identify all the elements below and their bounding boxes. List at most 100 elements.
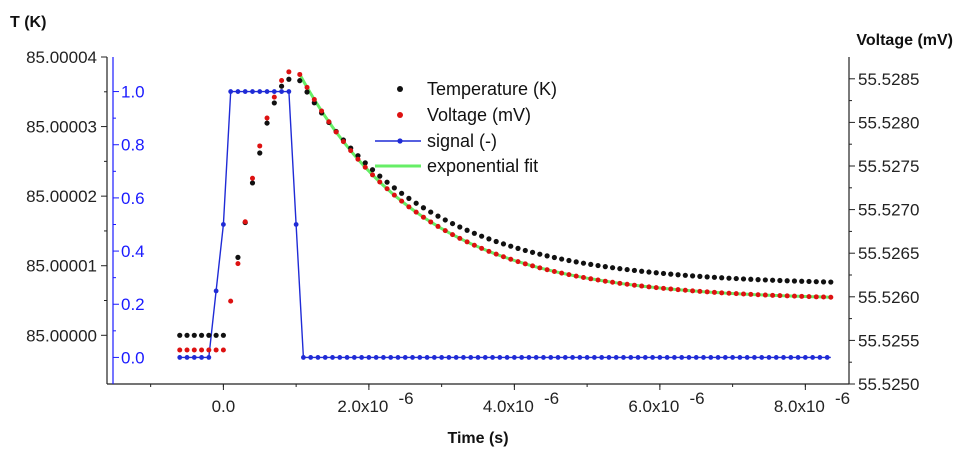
voltage-point bbox=[471, 242, 477, 248]
signal-point bbox=[286, 89, 292, 94]
temperature-point bbox=[726, 275, 732, 281]
temperature-point bbox=[820, 279, 827, 285]
signal-point bbox=[737, 355, 743, 360]
signal-point bbox=[388, 355, 394, 360]
voltage-point bbox=[464, 239, 470, 245]
y-axis-right-title: Voltage (mV) bbox=[856, 32, 953, 49]
temperature-point bbox=[762, 277, 768, 283]
y-right-tick-label: 55.5260 bbox=[858, 288, 919, 307]
temperature-point bbox=[384, 179, 390, 185]
signal-point bbox=[461, 355, 466, 360]
temperature-point bbox=[479, 233, 485, 239]
temperature-point bbox=[799, 278, 805, 284]
signal-point bbox=[446, 355, 452, 360]
y-axis-temperature: 85.00000 85.00001 85.00002 85.00003 85.00004 bbox=[26, 48, 107, 345]
x-axis: 0.0 2.0x10 -6 4.0x10 -6 6.0x10 -6 8.0x10 -6 bbox=[150, 384, 850, 416]
voltage-point bbox=[493, 251, 499, 257]
voltage-point bbox=[479, 245, 485, 251]
temperature-point bbox=[399, 190, 405, 196]
temperature-point bbox=[566, 257, 572, 264]
voltage-point bbox=[319, 108, 325, 114]
voltage-point bbox=[311, 97, 317, 103]
temperature-point bbox=[646, 269, 652, 275]
voltage-point bbox=[610, 279, 616, 285]
temperature-point bbox=[362, 160, 368, 166]
temperature-point bbox=[297, 78, 303, 84]
signal-point bbox=[402, 355, 408, 360]
y-right-tick-label: 55.5280 bbox=[858, 113, 919, 132]
temperature-point bbox=[515, 245, 521, 251]
temperature-point bbox=[639, 268, 645, 274]
y-left-tick-label: 85.00001 bbox=[26, 257, 97, 276]
temperature-point bbox=[493, 238, 499, 245]
temperature-point bbox=[813, 279, 819, 285]
signal-point bbox=[220, 222, 226, 227]
voltage-point bbox=[748, 291, 754, 297]
temperature-point bbox=[617, 266, 623, 272]
signal-point bbox=[628, 355, 634, 360]
voltage-point bbox=[340, 139, 346, 145]
legend-label-temperature: Temperature (K) bbox=[427, 79, 557, 99]
y-right-tick-label: 55.5275 bbox=[858, 157, 919, 176]
legend-label-fit: exponential fit bbox=[427, 156, 538, 176]
temperature-point bbox=[355, 153, 361, 159]
signal-point bbox=[533, 355, 539, 360]
signal-point bbox=[788, 355, 794, 360]
voltage-point bbox=[821, 294, 827, 300]
signal-point bbox=[802, 355, 808, 360]
temperature-point bbox=[198, 332, 205, 338]
voltage-point bbox=[370, 172, 376, 178]
signal-point bbox=[672, 355, 677, 360]
temperature-point bbox=[573, 259, 579, 265]
temperature-point bbox=[471, 230, 477, 236]
temperature-point bbox=[784, 278, 790, 284]
legend-label-voltage: Voltage (mV) bbox=[427, 105, 531, 125]
signal-point bbox=[482, 355, 488, 360]
temperature-point bbox=[791, 278, 798, 284]
signal-point bbox=[381, 355, 386, 360]
temperature-point bbox=[755, 277, 761, 283]
x-tick-label: 2.0x10 bbox=[337, 397, 388, 416]
signal-point bbox=[206, 355, 212, 360]
temperature-point bbox=[602, 264, 608, 270]
voltage-point bbox=[544, 267, 550, 273]
x-tick-label: 4.0x10 bbox=[483, 397, 534, 416]
temperature-point bbox=[457, 224, 463, 230]
signal-point bbox=[191, 355, 197, 360]
y-signal-tick-label: 0.8 bbox=[121, 136, 145, 155]
exponential-fit-line bbox=[298, 73, 831, 299]
temperature-point bbox=[624, 266, 630, 273]
signal-point bbox=[351, 355, 357, 360]
temperature-point bbox=[184, 332, 190, 338]
temperature-point bbox=[191, 332, 197, 338]
plot-series bbox=[177, 69, 834, 360]
x-tick-label: 8.0x10 bbox=[774, 397, 825, 416]
signal-point bbox=[490, 355, 495, 360]
voltage-point bbox=[711, 289, 717, 295]
y-right-tick-label: 55.5255 bbox=[858, 331, 919, 350]
signal-point bbox=[228, 89, 234, 94]
signal-point bbox=[199, 355, 204, 360]
voltage-point bbox=[733, 291, 739, 297]
y-right-tick-label: 55.5250 bbox=[858, 375, 919, 394]
temperature-point bbox=[748, 276, 754, 282]
temperature-point bbox=[271, 100, 277, 106]
voltage-point bbox=[791, 293, 797, 299]
signal-point bbox=[257, 89, 263, 94]
voltage-point bbox=[326, 119, 332, 125]
temperature-point bbox=[740, 276, 747, 282]
voltage-point bbox=[675, 287, 681, 293]
signal-point bbox=[548, 355, 554, 360]
signal-point bbox=[621, 355, 626, 360]
voltage-point bbox=[522, 261, 528, 267]
voltage-point bbox=[537, 265, 543, 271]
temperature-point bbox=[235, 254, 241, 260]
signal-point bbox=[679, 355, 685, 360]
signal-point bbox=[810, 355, 816, 360]
y-left-tick-label: 85.00002 bbox=[26, 187, 97, 206]
temperature-point bbox=[733, 275, 739, 282]
signal-point bbox=[773, 355, 779, 360]
voltage-point bbox=[457, 235, 463, 241]
y-left-tick-label: 85.00004 bbox=[26, 48, 97, 67]
signal-point bbox=[519, 355, 525, 360]
